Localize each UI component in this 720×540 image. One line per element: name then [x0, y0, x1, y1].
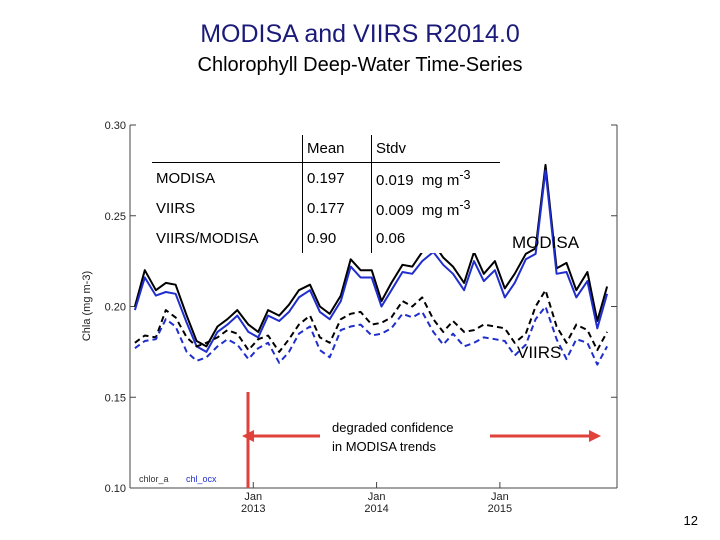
stats-mean: 0.197: [302, 162, 372, 193]
x-tick-label-month: Jan: [368, 491, 386, 503]
x-tick-label-year: 2015: [488, 503, 512, 515]
viirs-series-label: VIIRS: [517, 343, 561, 362]
stats-row-ratio: VIIRS/MODISA 0.90 0.06: [152, 223, 500, 253]
page-subtitle: Chlorophyll Deep-Water Time-Series: [197, 54, 523, 76]
page-title: MODISA and VIIRS R2014.0: [200, 20, 520, 48]
arrow-left-head: [242, 430, 254, 442]
stats-header-mean: Mean: [302, 135, 372, 163]
y-tick-label: 0.25: [105, 211, 126, 223]
stats-header-row: Mean Stdv: [152, 135, 500, 163]
stats-mean: 0.90: [302, 223, 372, 253]
y-tick-label: 0.10: [105, 483, 126, 495]
legend-chlor-a: chlor_a: [139, 474, 169, 484]
stats-label: VIIRS: [152, 193, 303, 223]
stats-table: Mean Stdv MODISA 0.197 0.019 mg m-3 VIIR…: [152, 135, 500, 253]
x-tick-label-year: 2013: [241, 503, 265, 515]
annotation-background: [300, 415, 490, 460]
legend-chl-ocx: chl_ocx: [186, 474, 217, 484]
stats-row-modisa: MODISA 0.197 0.019 mg m-3: [152, 162, 500, 193]
stats-label: MODISA: [152, 162, 303, 193]
stats-unit: mg m: [421, 171, 460, 189]
series-line-viirs-mean: [134, 305, 608, 366]
stats-unit: mg m: [421, 201, 460, 219]
arrow-right-head: [589, 430, 601, 442]
stats-mean: 0.177: [302, 193, 372, 223]
y-axis-label: Chla (mg m-3): [81, 271, 93, 341]
annotation-line-2: in MODISA trends: [332, 439, 437, 454]
stats-stdv: 0.019 mg m-3: [376, 167, 471, 189]
modis-series-label: MODISA: [512, 233, 580, 252]
stats-row-viirs: VIIRS 0.177 0.009 mg m-3: [152, 193, 500, 223]
stats-header-stdv: Stdv: [371, 135, 500, 163]
stats-unit-exp: -3: [459, 167, 471, 182]
degraded-range-arrows: [242, 392, 601, 488]
x-tick-label-year: 2014: [364, 503, 388, 515]
series-line-modisa-chlor-a: [133, 163, 609, 348]
x-tick-label-month: Jan: [491, 491, 509, 503]
stats-header-blank: [152, 135, 303, 163]
stats-stdv: 0.009 mg m-3: [376, 197, 471, 219]
stats-unit-exp: -3: [459, 197, 471, 212]
stats-label: VIIRS/MODISA: [152, 223, 303, 253]
y-tick-label: 0.30: [105, 120, 126, 132]
page-number: 12: [683, 513, 698, 528]
stats-stdv: 0.06: [376, 229, 406, 247]
annotation-line-1: degraded confidence: [332, 420, 453, 435]
x-tick-label-month: Jan: [244, 491, 262, 503]
y-tick-label: 0.20: [105, 302, 126, 314]
y-tick-label: 0.15: [105, 392, 126, 404]
